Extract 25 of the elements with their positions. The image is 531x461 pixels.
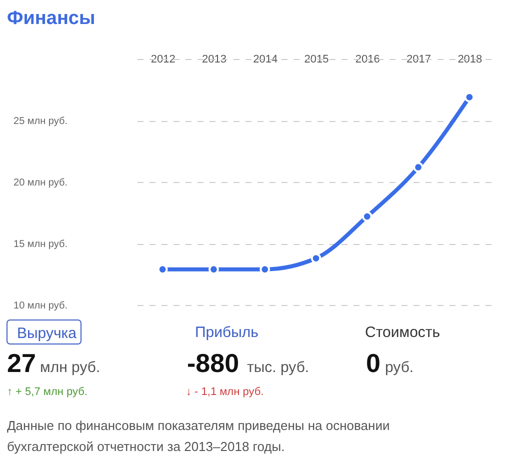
text: млн руб. xyxy=(40,359,100,376)
x-tick-label: 2013 xyxy=(202,54,226,66)
text: Стоимость xyxy=(365,324,440,341)
text: 0 xyxy=(366,348,380,378)
point xyxy=(362,211,372,222)
point xyxy=(413,162,424,172)
y-tick-label: 15 млн руб. xyxy=(14,239,68,250)
x-tick-label: 2015 xyxy=(304,54,329,66)
text: Данные по финансовым показателям приведены на основании бухгалтерской отчетности за 2013–2018 годы. xyxy=(7,418,390,454)
text: Выручка xyxy=(17,325,78,342)
text: ↓ - 1,1 млн руб. xyxy=(186,386,264,398)
y-tick-label: 25 млн руб. xyxy=(14,116,68,127)
text: -880 xyxy=(187,348,240,378)
x-tick-label: 2017 xyxy=(406,54,432,66)
x-tick-label: 2018 xyxy=(458,54,482,66)
text: тыс. руб. xyxy=(247,359,310,376)
text: Прибыль xyxy=(195,324,259,341)
point xyxy=(310,253,322,264)
chart-title: Финансы xyxy=(7,8,96,29)
text: 27 xyxy=(7,348,36,378)
y-tick-label: 20 млн руб. xyxy=(14,178,68,188)
x-tick-label: 2014 xyxy=(253,54,278,66)
text: ↑ + 5,7 млн руб. xyxy=(7,386,88,398)
text: руб. xyxy=(385,359,414,376)
y-tick-label: 10 млн руб. xyxy=(14,300,68,312)
